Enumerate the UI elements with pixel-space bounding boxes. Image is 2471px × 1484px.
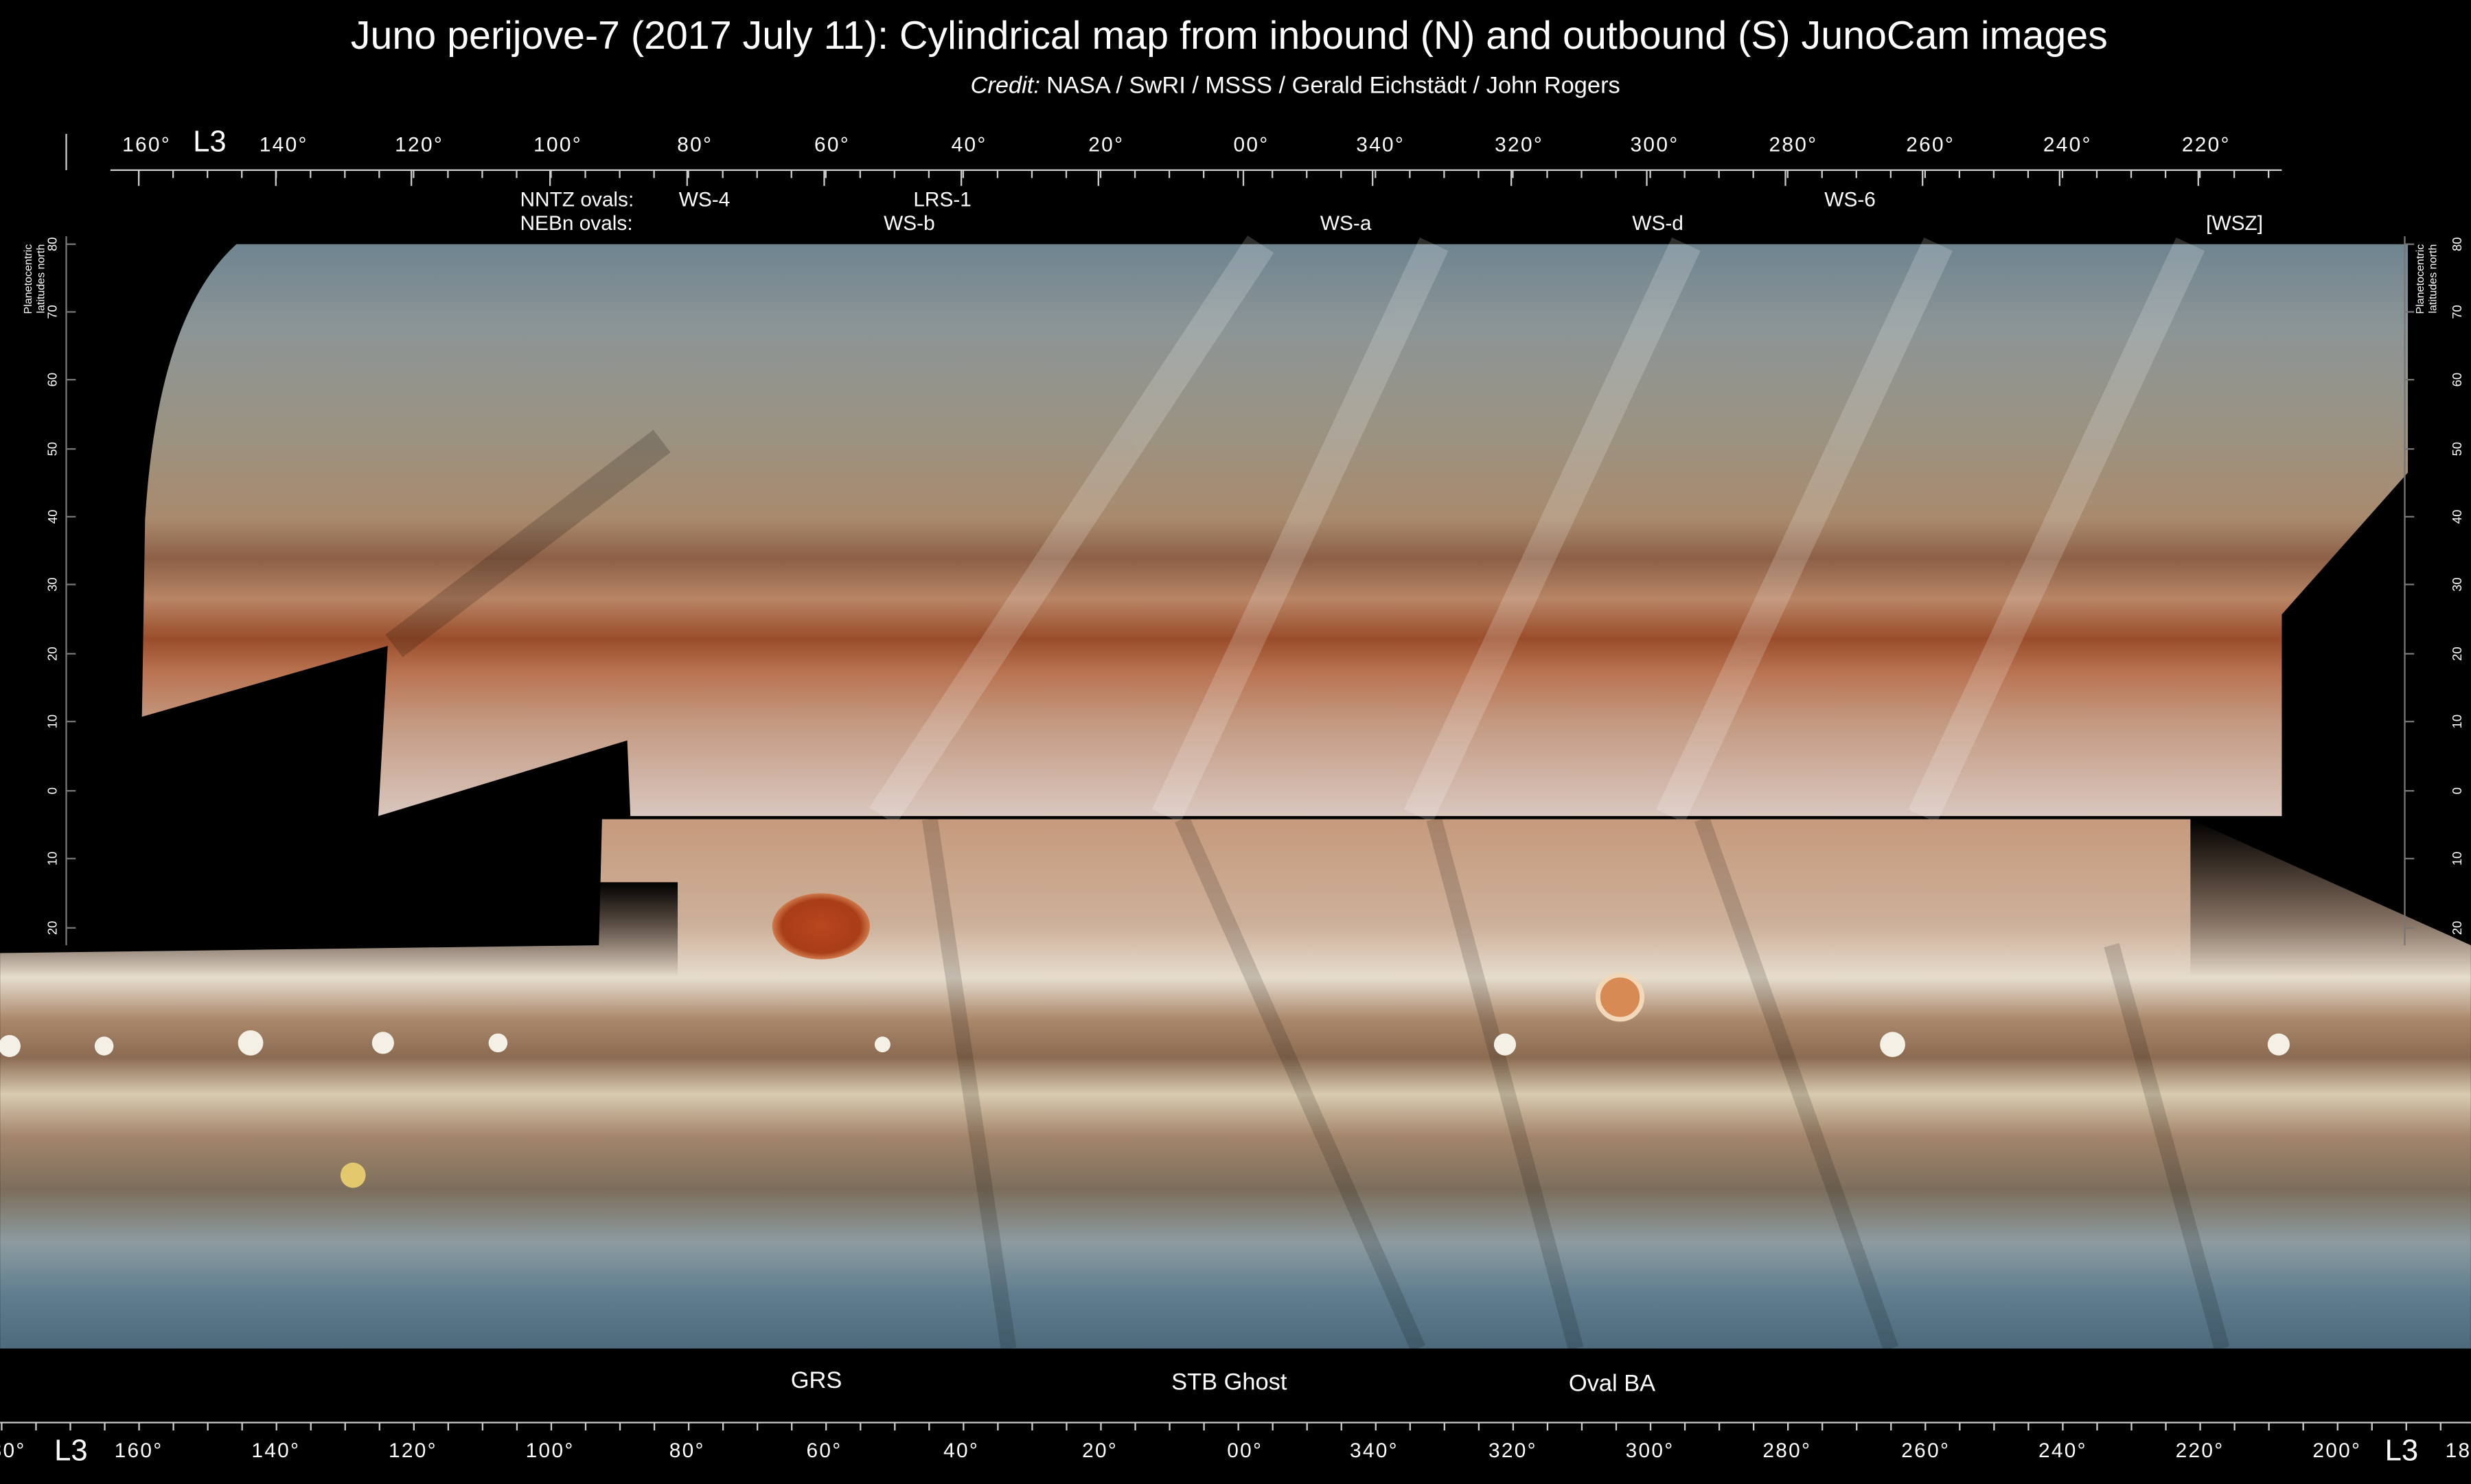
latitude-label: 50 [45,442,60,456]
latitude-label: 60 [2450,373,2464,386]
white-ovals [0,1030,2290,1058]
bottom-longitude-label: 240° [2038,1439,2087,1462]
latitude-label: 30 [2450,577,2464,591]
feature-label: WS-4 [679,189,731,211]
top-longitude-label: 00° [1233,133,1269,156]
bottom-axis-name: L3 [2385,1435,2419,1468]
latitude-axis-title: latitudes north [2426,244,2439,314]
latitude-label: 50 [2450,442,2464,456]
top-axis-name: L3 [193,125,227,158]
feature-row-title: NNTZ ovals: [520,189,634,211]
feature-label: WS-a [1320,212,1372,235]
bottom-longitude-label: 100° [526,1439,575,1462]
feature-row-title: NEBn ovals: [520,212,633,235]
yellow-oval [340,1162,366,1188]
latitude-label: 20 [2450,921,2464,935]
feature-label: STB Ghost [1171,1369,1287,1395]
bottom-longitude-label: 20° [1082,1439,1118,1462]
great-red-spot [772,893,871,960]
top-longitude-label: 80° [677,133,713,156]
top-longitude-label: 280° [1769,133,1818,156]
latitude-axis-title: Planetocentric [2414,244,2426,314]
latitude-label: 0 [45,787,60,794]
latitude-label: 0 [2450,787,2464,794]
feature-label: [WSZ] [2206,212,2263,235]
top-longitude-label: 300° [1631,133,1679,156]
latitude-label: 40 [45,510,60,524]
top-longitude-label: 140° [260,133,308,156]
bottom-longitude-label: 280° [1762,1439,1811,1462]
latitude-label: 70 [2450,305,2464,318]
top-longitude-label: 240° [2043,133,2092,156]
bottom-longitude-label: 260° [1901,1439,1950,1462]
latitude-label: 10 [2450,852,2464,866]
credit: NASA / SwRI / MSSS / Gerald Eichstädt / … [1046,72,1620,98]
latitude-label: 80 [2450,237,2464,251]
feature-label: WS-6 [1824,189,1876,211]
latitude-label: 60 [45,373,60,386]
bottom-longitude-label: 320° [1489,1439,1537,1462]
bottom-longitude-label: 140° [251,1439,300,1462]
top-longitude-label: 60° [814,133,850,156]
latitude-label: 20 [45,647,60,660]
bottom-longitude-label: 340° [1350,1439,1399,1462]
top-longitude-label: 220° [2182,133,2231,156]
latitude-axis-title: Planetocentric [22,244,34,314]
latitude-label: 10 [2450,715,2464,728]
image-seams [385,235,2205,825]
bottom-longitude-label: 220° [2176,1439,2225,1462]
bottom-longitude-label: 160° [115,1439,163,1462]
north-imagery [141,244,2409,816]
feature-label: GRS [791,1367,842,1393]
bottom-longitude-label: 120° [389,1439,437,1462]
feature-label: LRS-1 [913,189,972,211]
title: Juno perijove-7 (2017 July 11): Cylindri… [351,14,2108,58]
feature-label: WS-d [1632,212,1683,235]
top-longitude-label: 40° [952,133,987,156]
top-longitude-label: 100° [533,133,582,156]
bottom-longitude-label: 18 [2446,1439,2471,1462]
feature-label: WS-b [884,212,935,235]
latitude-label: 40 [2450,510,2464,524]
bottom-longitude-label: 80° [669,1439,705,1462]
latitude-axis-title: latitudes north [34,244,47,314]
top-longitude-label: 120° [395,133,444,156]
bottom-axis-name: L3 [54,1435,88,1468]
south-fade [2190,819,2471,977]
bottom-longitude-label: 80° [0,1439,26,1462]
latitude-label: 20 [2450,647,2464,660]
bottom-longitude-label: 300° [1626,1439,1675,1462]
bottom-longitude-label: 60° [806,1439,842,1462]
image-seams [921,815,2230,1352]
bottom-longitude-label: 00° [1227,1439,1263,1462]
latitude-label: 30 [45,577,60,591]
oval-ba [1595,973,1645,1022]
top-longitude-label: 340° [1356,133,1405,156]
latitude-label: 10 [45,715,60,728]
latitude-label: 70 [45,305,60,318]
top-longitude-label: 20° [1088,133,1124,156]
latitude-label: 20 [45,921,60,935]
bottom-longitude-label: 40° [943,1439,979,1462]
top-longitude-label: 260° [1906,133,1955,156]
latitude-label: 10 [45,852,60,866]
feature-label: Oval BA [1569,1371,1655,1397]
bottom-longitude-label: 200° [2312,1439,2361,1462]
south-fade [0,882,678,977]
top-longitude-label: 160° [122,133,171,156]
credit-label: Credit: [971,72,1040,98]
latitude-label: 80 [45,237,60,251]
top-longitude-label: 320° [1495,133,1543,156]
